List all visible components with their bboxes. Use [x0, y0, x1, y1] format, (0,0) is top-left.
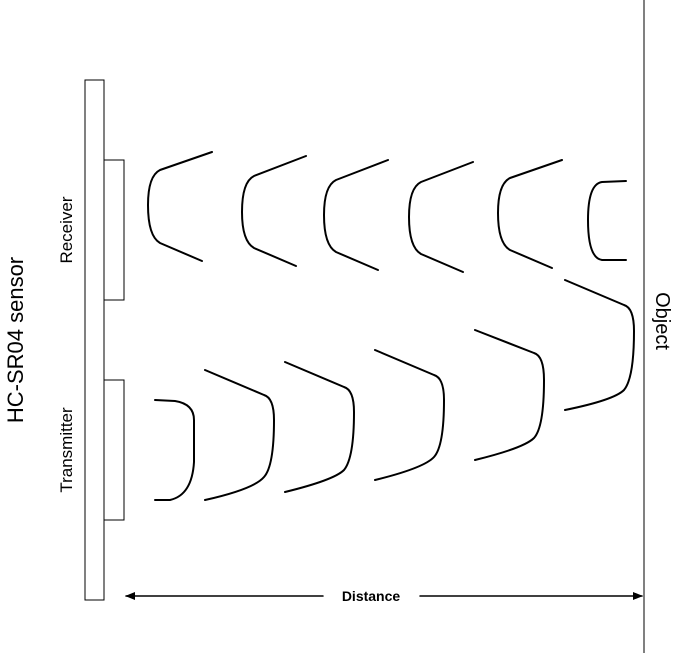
transmit-wave: [564, 279, 635, 411]
transmitter-label: Transmitter: [57, 407, 76, 493]
distance-label: Distance: [342, 588, 401, 604]
echo-waves: [147, 151, 627, 273]
object-label: Object: [651, 292, 673, 350]
receiver-module: [103, 159, 125, 301]
transmit-wave: [154, 399, 195, 501]
transmitter-module: [103, 379, 125, 521]
echo-wave: [408, 161, 474, 273]
sensor-label: HC-SR04 sensor: [3, 257, 28, 423]
transmitted-waves: [154, 279, 635, 501]
echo-wave: [323, 159, 389, 271]
echo-wave: [241, 155, 307, 267]
echo-wave: [147, 151, 213, 262]
echo-wave: [587, 180, 627, 261]
echo-wave: [497, 159, 563, 269]
receiver-label: Receiver: [57, 196, 76, 263]
transmit-wave: [474, 329, 545, 461]
transmit-wave: [284, 361, 355, 493]
sensor-board: [84, 79, 105, 601]
transmit-wave: [204, 369, 275, 501]
transmit-wave: [374, 349, 445, 481]
